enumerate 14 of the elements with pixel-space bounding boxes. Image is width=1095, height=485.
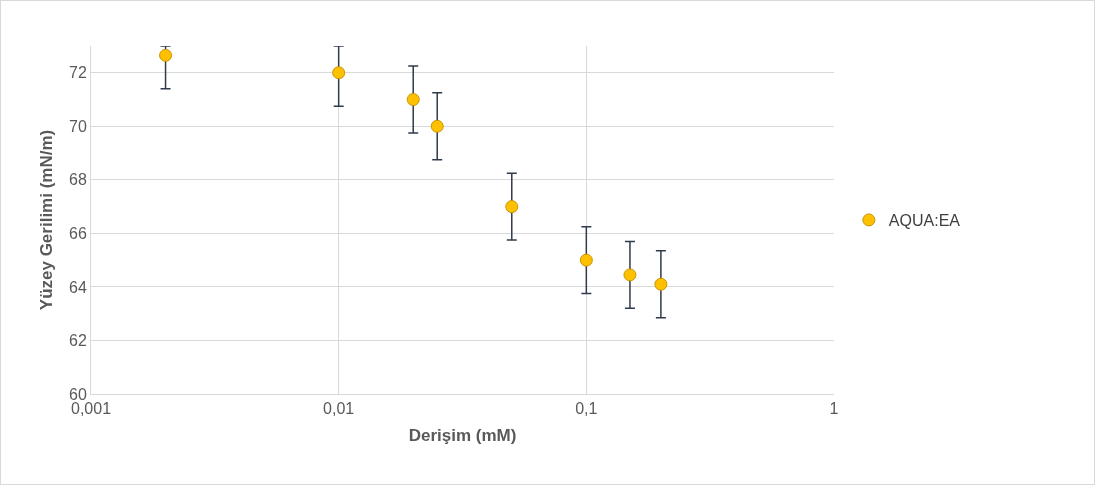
x-tick-label: 0,1 [575,400,598,418]
x-axis-title: Derişim (mM) [408,425,517,445]
y-tick-label: 68 [69,171,87,189]
y-tick-label: 70 [69,117,87,135]
legend-label: AQUA:EA [888,212,961,230]
x-tick-label: 1 [829,400,839,418]
y-tick-label: 64 [69,278,87,296]
y-tick-label: 60 [69,385,87,403]
x-tick-label: 0,01 [323,400,355,418]
y-tick-label: 66 [69,224,87,242]
y-axis-title: Yüzey Gerilimi (mN/m) [36,129,56,311]
y-tick-label: 62 [69,332,87,350]
y-tick-label: 72 [69,64,87,82]
x-tick-label: 0,001 [70,400,112,418]
